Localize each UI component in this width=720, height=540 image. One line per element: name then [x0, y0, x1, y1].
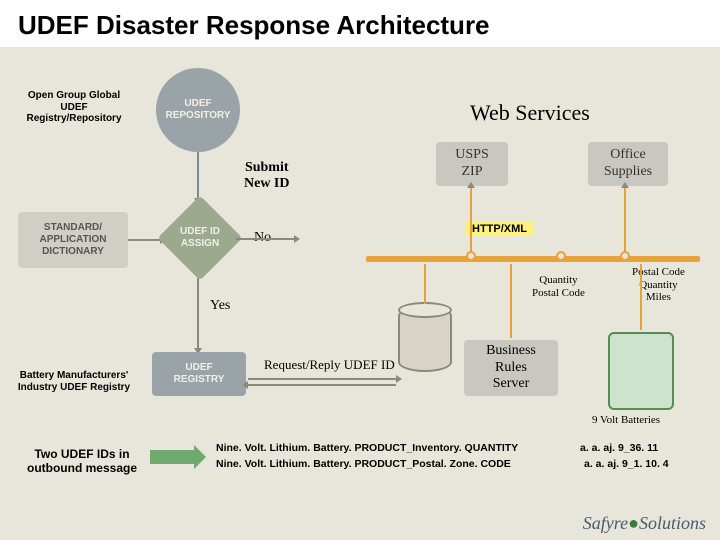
code-line-1-right: a. a. aj. 9_36. 11 [580, 442, 658, 454]
web-services-label: Web Services [470, 100, 590, 125]
bus-node-icon [620, 251, 630, 261]
arrow-reqreply-left [248, 384, 396, 386]
assign-diamond-node: UDEF IDASSIGN [158, 196, 243, 281]
udef-repository-node: UDEFREPOSITORY [156, 68, 240, 152]
two-ids-label: Two UDEF IDs inoutbound message [22, 448, 142, 476]
arrow-no [236, 238, 294, 240]
globe-icon: ● [628, 513, 639, 533]
db-cylinder-icon [398, 306, 452, 372]
assign-diamond-text: UDEF IDASSIGN [180, 226, 220, 250]
usps-node: USPSZIP [436, 142, 508, 186]
bus-line [366, 256, 700, 262]
code-line-2-left: Nine. Volt. Lithium. Battery. PRODUCT_Po… [216, 458, 511, 470]
arrow-repo-down [197, 152, 199, 198]
bus-node-icon [556, 251, 566, 261]
submit-label: SubmitNew ID [244, 160, 290, 192]
bus-down-rules [510, 264, 512, 338]
bus-up-1 [470, 188, 472, 252]
bus-up-2 [624, 188, 626, 252]
green-arrow-icon [150, 450, 194, 464]
safyre-logo: Safyre●Solutions [583, 513, 706, 534]
arrow-yes [197, 278, 199, 348]
http-xml-label: HTTP/XML [466, 222, 533, 236]
page-title: UDEF Disaster Response Architecture [0, 0, 720, 47]
tablet-icon [608, 332, 674, 410]
udef-registry-node: UDEFREGISTRY [152, 352, 246, 396]
bus-down-db [424, 264, 426, 304]
office-supplies-node: OfficeSupplies [588, 142, 668, 186]
yes-label: Yes [210, 298, 230, 314]
rules-server-node: BusinessRulesServer [464, 340, 558, 396]
logo-left: Safyre [583, 513, 628, 533]
diagram-canvas: Open Group GlobalUDEFRegistry/Repository… [0, 50, 720, 540]
battery-mfr-label: Battery Manufacturers'Industry UDEF Regi… [10, 370, 138, 393]
bus-node-icon [466, 251, 476, 261]
qty-postal-label: QuantityPostal Code [532, 274, 585, 299]
open-group-label: Open Group GlobalUDEFRegistry/Repository [18, 90, 130, 125]
code-line-1-left: Nine. Volt. Lithium. Battery. PRODUCT_In… [216, 442, 518, 454]
dictionary-node: STANDARD/APPLICATIONDICTIONARY [18, 212, 128, 268]
req-reply-label: Request/Reply UDEF ID [264, 358, 395, 373]
code-line-2-right: a. a. aj. 9_1. 10. 4 [584, 458, 669, 470]
nine-volt-label: 9 Volt Batteries [592, 414, 660, 427]
bus-down-tablet [640, 264, 642, 330]
arrow-reqreply-right [248, 378, 396, 380]
logo-right: Solutions [639, 513, 706, 533]
arrow-dict-right [128, 239, 160, 241]
